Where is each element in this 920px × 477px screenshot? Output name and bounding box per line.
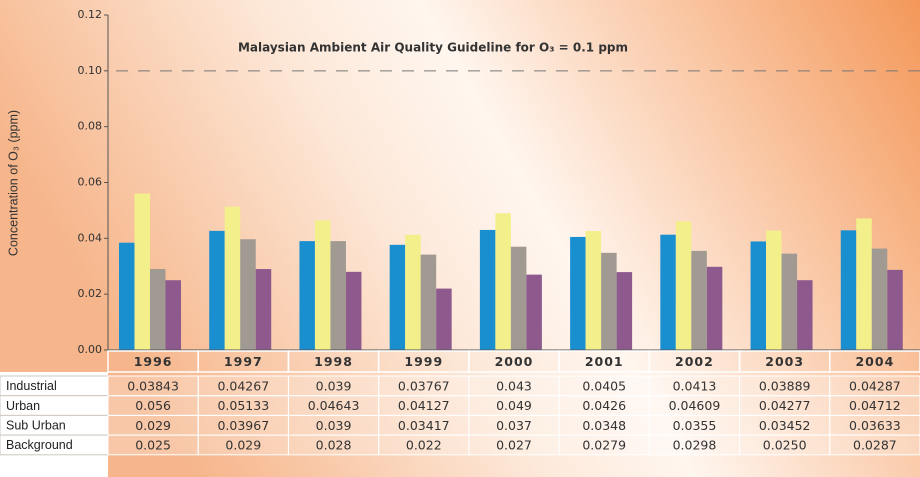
x-tick-label: 1996 (134, 354, 173, 369)
bar (750, 241, 767, 350)
bar (150, 269, 166, 350)
bar (675, 221, 692, 350)
value-label: 0.037 (496, 418, 532, 433)
bar (436, 288, 452, 350)
value-label: 0.04267 (217, 378, 269, 393)
x-tick-label: 2000 (495, 354, 534, 369)
bar (526, 274, 542, 350)
bar (660, 234, 676, 350)
value-label: 0.027 (496, 437, 532, 452)
bar (224, 206, 241, 350)
value-label: 0.0355 (673, 418, 717, 433)
bar (691, 250, 707, 350)
value-label: 0.04712 (849, 398, 901, 413)
y-axis-title: Concentration of O₃ (ppm) (6, 110, 20, 256)
bar (345, 271, 362, 350)
value-label: 0.04643 (308, 398, 360, 413)
bar (330, 241, 346, 350)
y-tick-label: 0.08 (78, 120, 103, 133)
value-label: 0.03633 (849, 418, 901, 433)
value-label: 0.0279 (582, 437, 626, 452)
bar (570, 236, 586, 350)
legend-label: Urban (6, 399, 40, 413)
value-label: 0.0413 (673, 378, 717, 393)
bar (420, 254, 437, 350)
value-label: 0.0287 (853, 437, 897, 452)
value-label: 0.03889 (759, 378, 811, 393)
y-tick-label: 0.04 (78, 231, 103, 244)
value-label: 0.056 (135, 398, 171, 413)
value-label: 0.03843 (127, 378, 179, 393)
x-tick-label: 1999 (404, 354, 443, 369)
value-label: 0.04127 (398, 398, 450, 413)
y-tick-label: 0.00 (78, 343, 103, 356)
x-tick-label: 2003 (765, 354, 804, 369)
x-tick-label: 1998 (314, 354, 353, 369)
value-label: 0.04287 (849, 378, 901, 393)
bar (887, 269, 903, 350)
bar (601, 252, 617, 350)
bar (510, 246, 527, 350)
bar (706, 266, 723, 350)
y-tick-label: 0.10 (78, 64, 103, 77)
y-tick-label: 0.02 (78, 287, 103, 300)
value-label: 0.049 (496, 398, 532, 413)
value-label: 0.039 (316, 418, 352, 433)
value-label: 0.03767 (398, 378, 450, 393)
bar (797, 280, 813, 350)
value-label: 0.028 (316, 437, 352, 452)
bar (299, 241, 315, 350)
value-label: 0.043 (496, 378, 532, 393)
bar (405, 234, 421, 350)
legend-label: Background (6, 438, 73, 452)
value-label: 0.0405 (582, 378, 626, 393)
value-label: 0.03452 (759, 418, 811, 433)
bar (389, 244, 406, 350)
x-tick-label: 2004 (855, 354, 894, 369)
value-label: 0.03417 (398, 418, 450, 433)
value-label: 0.029 (135, 418, 171, 433)
y-tick-label: 0.12 (78, 8, 103, 21)
bar (209, 230, 225, 350)
value-label: 0.0348 (582, 418, 626, 433)
x-tick-label: 1997 (224, 354, 263, 369)
bar (255, 269, 272, 350)
bar (781, 253, 798, 350)
bar (314, 220, 331, 350)
value-label: 0.025 (135, 437, 171, 452)
bar (479, 229, 496, 350)
bar (165, 280, 181, 350)
guideline-label: Malaysian Ambient Air Quality Guideline … (238, 41, 628, 55)
legend-label: Industrial (6, 379, 57, 393)
value-label: 0.022 (406, 437, 442, 452)
bar (616, 272, 633, 350)
value-label: 0.03967 (217, 418, 269, 433)
bar (840, 230, 857, 350)
x-tick-label: 2002 (675, 354, 714, 369)
bar (766, 230, 782, 350)
bar (240, 239, 256, 350)
value-label: 0.0250 (763, 437, 807, 452)
value-label: 0.04277 (759, 398, 811, 413)
value-label: 0.05133 (217, 398, 269, 413)
value-label: 0.0298 (673, 437, 717, 452)
x-tick-label: 2001 (585, 354, 624, 369)
bar (871, 248, 888, 350)
value-label: 0.039 (316, 378, 352, 393)
bar (119, 242, 135, 350)
bar (495, 213, 511, 350)
bar (134, 193, 150, 350)
bar (856, 218, 872, 350)
value-label: 0.04609 (669, 398, 721, 413)
bar (585, 231, 602, 350)
y-tick-label: 0.06 (78, 176, 103, 189)
value-label: 0.029 (225, 437, 261, 452)
legend-label: Sub Urban (6, 419, 66, 433)
value-label: 0.0426 (582, 398, 626, 413)
